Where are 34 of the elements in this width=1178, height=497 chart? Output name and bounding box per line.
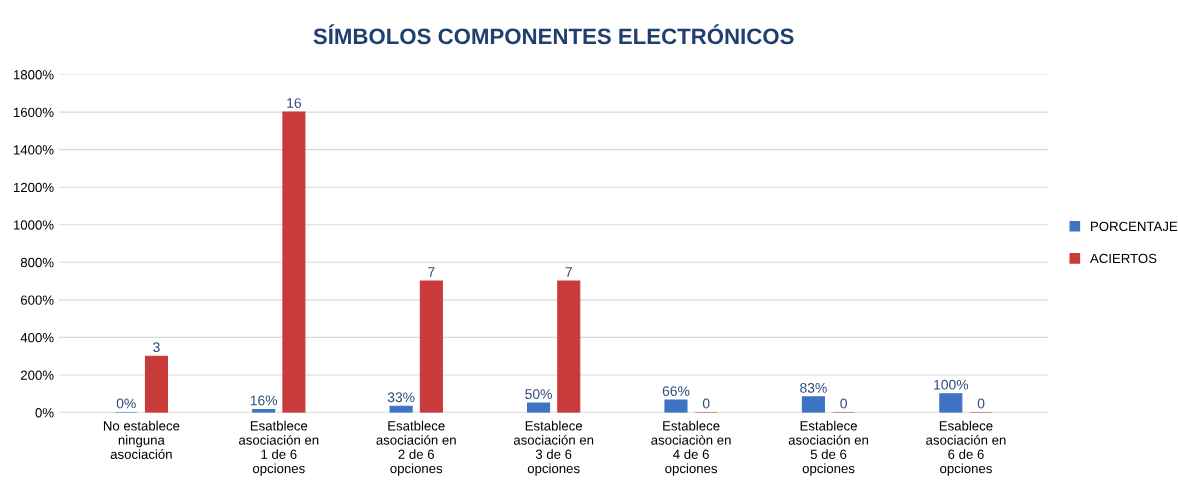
chart-title: SÍMBOLOS COMPONENTES ELECTRÓNICOS [313,24,794,45]
data-label: 16% [250,395,278,406]
y-tick-label: 1000% [13,220,54,230]
data-label: 7 [565,267,572,277]
data-label: 0% [116,398,136,409]
legend-label: PORCENTAJE [1091,221,1178,232]
y-tick-label: 200% [20,370,54,380]
x-tick-label: Establece asociación en 5 de 6 opciones [788,420,869,476]
x-tick-label: Esatblece asociación en 1 de 6 opciones [239,420,319,476]
y-tick-label: 0% [35,408,54,418]
legend-label: ACIERTOS [1090,253,1157,264]
data-label: 7 [428,267,435,277]
x-tick-label: Establece asociaciòn en 4 de 6 opciones [651,420,731,476]
data-label: 0 [840,398,847,409]
data-label: 33% [387,392,415,403]
y-tick-label: 1400% [13,145,54,155]
y-tick-label: 600% [20,295,54,305]
y-tick-label: 1600% [13,107,54,118]
x-tick-label: Esatblece asociación en 2 de 6 opciones [376,420,456,476]
data-label: 83% [800,382,827,393]
data-label: 3 [153,342,160,353]
data-label: 100% [934,379,969,390]
data-label: 16 [287,98,302,108]
y-tick-label: 400% [20,332,54,343]
data-label: 66% [662,386,690,396]
y-tick-label: 1200% [13,182,54,193]
x-tick-label: No establece ninguna asociación [103,420,180,459]
data-label: 0 [977,398,985,409]
y-tick-label: 1800% [13,70,54,80]
data-label: 0 [702,398,710,409]
x-tick-label: Establece asociación en 3 de 6 opciones [513,420,594,476]
y-tick-label: 800% [20,257,54,268]
data-label: 50% [525,389,552,399]
x-tick-label: Esablece asociación en 6 de 6 opciones [926,420,1006,476]
